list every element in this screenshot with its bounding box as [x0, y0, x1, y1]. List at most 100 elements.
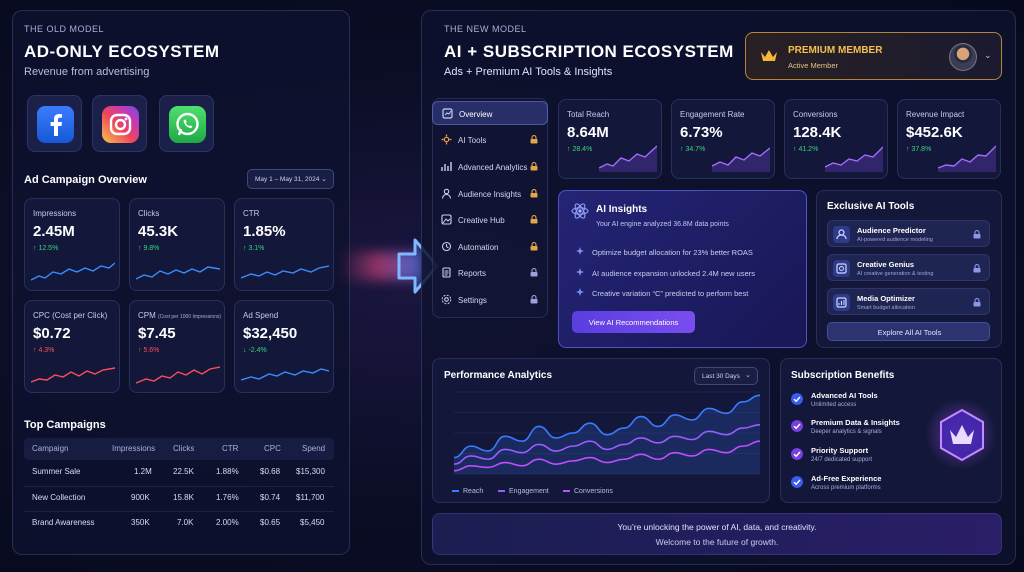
- metric-label: CPC (Cost per Click): [33, 311, 108, 320]
- lock-icon: [530, 189, 538, 198]
- metric-value: $0.72: [33, 325, 71, 342]
- date-range-value: Last 30 Days: [702, 373, 740, 380]
- exclusive-ai-tools-title: Exclusive AI Tools: [827, 201, 915, 212]
- chevron-down-icon: ⌄: [745, 372, 751, 379]
- sparkline: [31, 367, 115, 383]
- tool-name: Media Optimizer: [857, 294, 915, 303]
- kpi-card-engagement-rate[interactable]: Engagement Rate 6.73% ↑ 34.7%: [671, 99, 775, 179]
- kpi-value: $452.6K: [906, 124, 963, 141]
- insight-text: AI audience expansion unlocked 2.4M new …: [592, 269, 756, 278]
- chevron-down-icon[interactable]: ⌄: [984, 50, 992, 60]
- cell-spend: $11,700: [296, 493, 325, 502]
- cell-spend: $15,300: [296, 467, 325, 476]
- legend-label: Reach: [463, 488, 484, 495]
- old-model-subtitle: Revenue from advertising: [24, 66, 150, 78]
- kpi-value: 8.64M: [567, 124, 609, 141]
- creative-genius-icon: [833, 260, 850, 277]
- kpi-card-total-reach[interactable]: Total Reach 8.64M ↑ 28.4%: [558, 99, 662, 179]
- crown-icon: [761, 50, 777, 61]
- nav-item-settings[interactable]: Settings: [432, 288, 548, 312]
- premium-member-card[interactable]: PREMIUM MEMBER Active Member ⌄: [745, 32, 1002, 80]
- metric-label-small: (Cost per 1000 Impressions): [158, 314, 222, 320]
- explore-all-ai-tools-button[interactable]: Explore All AI Tools: [827, 322, 990, 341]
- kpi-delta: ↑ 37.8%: [906, 146, 932, 153]
- metric-card-cpm[interactable]: CPM (Cost per 1000 Impressions) $7.45 ↑ …: [129, 300, 225, 393]
- nav-item-automation[interactable]: Automation: [432, 235, 548, 259]
- sparkline: [31, 262, 115, 281]
- old-model-title: AD-ONLY ECOSYSTEM: [24, 42, 220, 61]
- view-ai-recommendations-button[interactable]: View AI Recommendations: [572, 311, 695, 333]
- premium-member-status: Active Member: [788, 61, 839, 70]
- cell-cpc: $0.65: [260, 518, 281, 527]
- legend-swatch: [498, 490, 505, 493]
- nav-item-creative-hub[interactable]: Creative Hub: [432, 208, 548, 232]
- tool-creative-genius[interactable]: Creative Genius AI creative generation &…: [827, 254, 990, 281]
- metric-card-impressions[interactable]: Impressions 2.45M ↑ 12.5%: [24, 198, 120, 291]
- legend-item-conversions: Conversions: [563, 488, 613, 495]
- nav-item-audience-insights[interactable]: Audience Insights: [432, 182, 548, 206]
- nav-item-ai-tools[interactable]: AI Tools: [432, 128, 548, 152]
- lock-icon: [973, 264, 981, 273]
- insight-text: Creative variation “C” predicted to perf…: [592, 289, 749, 298]
- metric-value: 2.45M: [33, 223, 75, 240]
- table-row[interactable]: New Collection 900K 15.8K 1.76% $0.74 $1…: [24, 486, 334, 508]
- metric-value: $32,450: [243, 325, 298, 342]
- cell-ctr: 2.00%: [216, 518, 239, 527]
- col-cpc: CPC: [264, 444, 281, 453]
- lock-icon: [530, 215, 538, 224]
- kpi-label: Engagement Rate: [680, 110, 745, 119]
- table-row[interactable]: Summer Sale 1.2M 22.5K 1.88% $0.68 $15,3…: [24, 461, 334, 483]
- tool-media-optimizer[interactable]: Media Optimizer Smart budget allocation: [827, 288, 990, 315]
- table-row[interactable]: Brand Awareness 350K 7.0K 2.00% $0.65 $5…: [24, 511, 334, 533]
- avatar[interactable]: [949, 43, 977, 71]
- date-range-select[interactable]: May 1 – May 31, 2024 ⌄: [247, 169, 334, 189]
- kpi-card-conversions[interactable]: Conversions 128.4K ↑ 41.2%: [784, 99, 888, 179]
- lock-icon: [530, 135, 538, 144]
- metric-value: 1.85%: [243, 223, 286, 240]
- ai-tools-icon: [441, 134, 452, 145]
- check-icon: [791, 393, 803, 405]
- date-range-value: May 1 – May 31, 2024: [255, 176, 320, 183]
- metric-delta: ↑ 9.8%: [138, 245, 160, 252]
- top-campaigns-title: Top Campaigns: [24, 419, 106, 431]
- performance-analytics-title: Performance Analytics: [444, 370, 553, 381]
- footer-line-2: Welcome to the future of growth.: [655, 537, 779, 547]
- metric-value: 45.3K: [138, 223, 179, 240]
- kpi-delta: ↑ 28.4%: [567, 146, 593, 153]
- new-model-title: AI + SUBSCRIPTION ECOSYSTEM: [444, 42, 734, 61]
- cell-spend: $5,450: [300, 518, 325, 527]
- metric-card-ad-spend[interactable]: Ad Spend $32,450 ↓ -2.4%: [234, 300, 334, 393]
- kpi-label: Total Reach: [567, 110, 610, 119]
- facebook-icon: [37, 106, 74, 143]
- benefit-name: Priority Support: [811, 446, 869, 455]
- metric-card-clicks[interactable]: Clicks 45.3K ↑ 9.8%: [129, 198, 225, 291]
- metric-label: CPM (Cost per 1000 Impressions): [138, 311, 221, 320]
- sparkline: [825, 146, 883, 172]
- nav-label: Audience Insights: [458, 190, 522, 199]
- whatsapp-tile[interactable]: [159, 95, 214, 152]
- instagram-tile[interactable]: [92, 95, 147, 152]
- sparkle-icon: [576, 268, 584, 276]
- date-range-select[interactable]: Last 30 Days ⌄: [694, 367, 758, 385]
- cell-cpc: $0.68: [260, 467, 281, 476]
- sparkline: [599, 145, 657, 172]
- nav-label: AI Tools: [458, 136, 487, 145]
- facebook-tile[interactable]: [27, 95, 82, 152]
- cell-campaign: Brand Awareness: [32, 518, 95, 527]
- nav-item-advanced-analytics[interactable]: Advanced Analytics: [432, 155, 548, 179]
- nav-label: Reports: [458, 269, 487, 278]
- cell-impressions: 1.2M: [134, 467, 152, 476]
- automation-icon: [441, 241, 452, 252]
- metric-delta: ↑ 12.5%: [33, 245, 59, 252]
- metric-delta: ↑ 3.1%: [243, 245, 265, 252]
- chevron-down-icon: ⌄: [321, 176, 327, 183]
- kpi-card-revenue-impact[interactable]: Revenue Impact $452.6K ↑ 37.8%: [897, 99, 1001, 179]
- tool-audience-predictor[interactable]: Audience Predictor AI-powered audience m…: [827, 220, 990, 247]
- kpi-value: 6.73%: [680, 124, 723, 141]
- sparkline: [712, 147, 770, 172]
- nav-item-overview[interactable]: Overview: [432, 101, 548, 125]
- sparkle-icon: [576, 288, 584, 296]
- metric-card-cpc[interactable]: CPC (Cost per Click) $0.72 ↑ 4.3%: [24, 300, 120, 393]
- nav-item-reports[interactable]: Reports: [432, 261, 548, 285]
- metric-card-ctr[interactable]: CTR 1.85% ↑ 3.1%: [234, 198, 334, 291]
